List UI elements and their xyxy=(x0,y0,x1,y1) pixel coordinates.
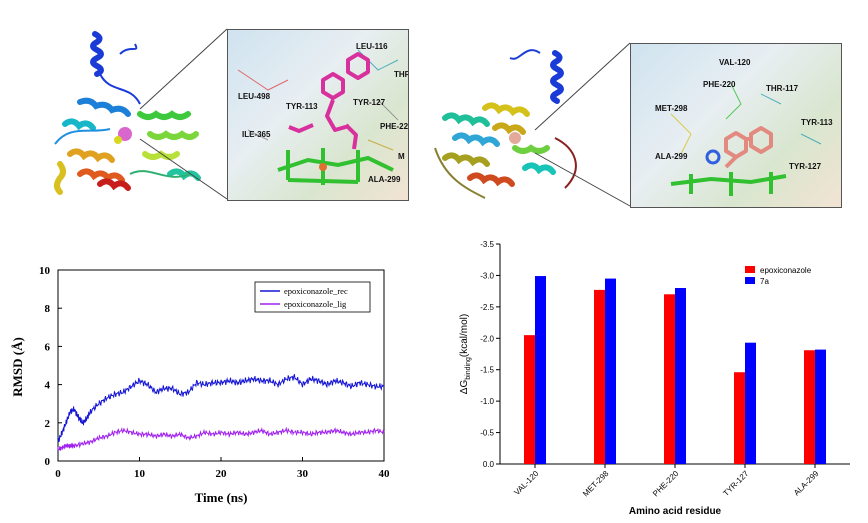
legend-label-rec: epoxiconazole_rec xyxy=(284,286,348,296)
legend-swatch-epoxiconazole xyxy=(745,266,755,273)
residue-label: LEU-116 xyxy=(356,42,388,51)
x-tick-label: 10 xyxy=(134,468,146,480)
residue-label: TYR-127 xyxy=(789,162,822,171)
bar-7a-MET-298 xyxy=(605,278,616,464)
rmsd-chart: 0 2 4 6 8 10 0 10 20 30 40 RMSD (Å) Time (ns) epo… xyxy=(10,265,391,505)
ligand-pose-epoxiconazole xyxy=(237,49,399,185)
dg-y-axis-label-tail: (kcal/mol) xyxy=(459,314,470,357)
y-tick-label: -3.5 xyxy=(480,240,494,249)
bar-epoxiconazole-MET-298 xyxy=(594,289,605,464)
dg-y-axis-label: ΔGbinding(kcal/mol) xyxy=(459,314,472,394)
bar-7a-PHE-220 xyxy=(675,288,686,464)
x-tick-label: MET-298 xyxy=(581,469,611,499)
residue-label: PHE-220 xyxy=(703,80,736,89)
residue-label: TYR-113 xyxy=(801,118,833,127)
residue-label: PHE-22 xyxy=(380,122,409,131)
y-tick-label: -2.5 xyxy=(480,303,494,312)
bar-7a-ALA-299 xyxy=(815,349,826,464)
y-tick-label: 6 xyxy=(45,341,51,353)
binding-site-zoom-a: LEU-116 THR LEU-498 TYR-113 TYR-127 ILE-… xyxy=(227,29,409,201)
docking-panel-7a: VAL-120 PHE-220 THR-117 MET-298 TYR-113 … xyxy=(425,38,845,213)
ligand-pose-7a xyxy=(670,83,822,196)
residue-label: ALA-299 xyxy=(368,175,401,184)
y-tick-label: 0 xyxy=(45,456,51,468)
legend-label-7a: 7a xyxy=(760,277,769,286)
y-tick-label: 4 xyxy=(45,380,51,392)
y-tick-label: -1.5 xyxy=(480,366,494,375)
residue-label: VAL-120 xyxy=(719,58,751,67)
x-tick-label: VAL-120 xyxy=(512,469,540,497)
legend-label-epoxiconazole: epoxiconazole xyxy=(760,266,812,275)
bar-7a-VAL-120 xyxy=(535,276,546,464)
residue-label: ILE-365 xyxy=(242,130,271,139)
residue-label: LEU-498 xyxy=(238,92,271,101)
y-tick-label: 2 xyxy=(45,418,51,430)
residue-label: TYR-127 xyxy=(353,98,386,107)
x-tick-label: 40 xyxy=(379,468,391,480)
bar-epoxiconazole-TYR-127 xyxy=(734,372,745,464)
bar-7a-TYR-127 xyxy=(745,342,756,464)
y-tick-label: -0.5 xyxy=(480,429,494,438)
docking-panel-epoxiconazole: LEU-116 THR LEU-498 TYR-113 TYR-127 ILE-… xyxy=(40,24,410,204)
y-tick-label: -1.0 xyxy=(480,397,494,406)
binding-site-zoom-b: VAL-120 PHE-220 THR-117 MET-298 TYR-113 … xyxy=(630,43,842,208)
series-line-epoxiconazole_lig xyxy=(57,426,385,451)
x-tick-label: 30 xyxy=(297,468,309,480)
protein-cartoon-b xyxy=(434,49,577,199)
rmsd-y-axis-label: RMSD (Å) xyxy=(10,337,25,397)
x-tick-label: TYR-127 xyxy=(721,469,750,498)
zoom-lines-b xyxy=(534,42,631,207)
bar-epoxiconazole-ALA-299 xyxy=(804,350,815,464)
legend-label-lig: epoxiconazole_lig xyxy=(284,299,347,309)
residue-label: THR-117 xyxy=(766,84,799,93)
rmsd-x-axis-label: Time (ns) xyxy=(195,490,248,505)
residue-label: THR xyxy=(394,70,409,79)
residue-label: TYR-113 xyxy=(286,102,318,111)
dg-legend: epoxiconazole 7a xyxy=(745,266,812,286)
binding-energy-chart: -3.5 -3.0 -2.5 -2.0 -1.5 -1.0 -0.5 0.0 VAL-120 M… xyxy=(459,240,850,517)
y-tick-label: 0.0 xyxy=(483,460,495,469)
dg-x-axis-label: Amino acid residue xyxy=(629,506,722,517)
x-tick-label: 0 xyxy=(55,468,61,480)
zoom-lines-a xyxy=(139,28,228,200)
residue-label: MET-298 xyxy=(655,104,688,113)
x-tick-label: PHE-220 xyxy=(651,469,681,499)
legend-swatch-7a xyxy=(745,277,755,284)
x-tick-label: 20 xyxy=(216,468,228,480)
y-tick-label: 10 xyxy=(39,265,51,277)
y-tick-label: 8 xyxy=(45,303,51,315)
rmsd-legend: epoxiconazole_rec epoxiconazole_lig xyxy=(254,281,371,313)
y-tick-label: -2.0 xyxy=(480,334,494,343)
dg-y-axis-label-main: ΔG xyxy=(459,380,470,395)
y-tick-label: -3.0 xyxy=(480,271,494,280)
residue-label: ALA-299 xyxy=(655,152,688,161)
x-tick-label: ALA-299 xyxy=(792,469,821,498)
series-line-epoxiconazole_rec xyxy=(57,374,385,443)
residue-label: M xyxy=(398,152,405,161)
bar-epoxiconazole-VAL-120 xyxy=(524,335,535,464)
bar-epoxiconazole-PHE-220 xyxy=(664,294,675,464)
dg-y-axis-label-sub: binding xyxy=(465,357,472,380)
